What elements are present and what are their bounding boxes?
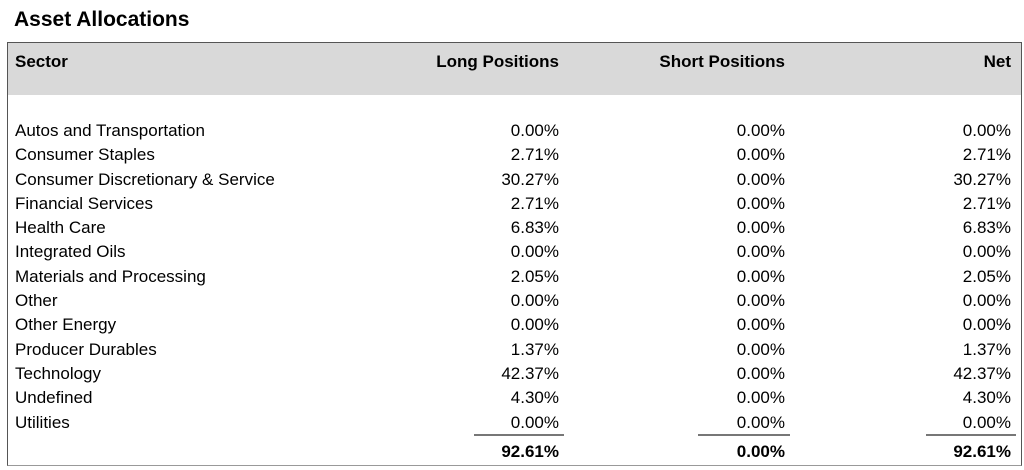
cell-net: 6.83% bbox=[962, 218, 1011, 238]
cell-long: 2.05% bbox=[510, 266, 559, 286]
table-row: Technology 42.37% 0.00% 42.37% bbox=[8, 364, 1021, 388]
cell-net: 30.27% bbox=[953, 169, 1011, 189]
cell-net: 0.00% bbox=[962, 412, 1011, 432]
cell-net: 0.00% bbox=[962, 121, 1011, 140]
column-header-net: Net bbox=[983, 52, 1011, 71]
table-row: Producer Durables 1.37% 0.00% 1.37% bbox=[8, 340, 1021, 364]
column-header-long-positions: Long Positions bbox=[436, 52, 559, 71]
page-title: Asset Allocations bbox=[14, 8, 190, 31]
cell-sector: Financial Services bbox=[15, 193, 153, 213]
cell-net: 2.05% bbox=[962, 266, 1011, 286]
cell-short: 0.00% bbox=[736, 315, 785, 335]
table-row: Undefined 4.30% 0.00% 4.30% bbox=[8, 388, 1021, 412]
cell-short: 0.00% bbox=[736, 412, 785, 432]
cell-sector: Consumer Staples bbox=[15, 145, 155, 165]
column-header-sector: Sector bbox=[15, 52, 68, 71]
total-rule-short bbox=[698, 434, 790, 436]
table-body: Autos and Transportation 0.00% 0.00% 0.00% C… bbox=[8, 121, 1021, 437]
total-rule-long bbox=[474, 434, 564, 436]
cell-sector: Producer Durables bbox=[15, 339, 157, 359]
cell-sector: Undefined bbox=[15, 388, 93, 408]
cell-long: 42.37% bbox=[501, 363, 559, 383]
cell-sector: Utilities bbox=[15, 412, 70, 432]
cell-sector: Health Care bbox=[15, 218, 106, 238]
column-header-short-positions: Short Positions bbox=[659, 52, 785, 71]
cell-net: 42.37% bbox=[953, 363, 1011, 383]
cell-long: 0.00% bbox=[510, 242, 559, 262]
cell-net: 0.00% bbox=[962, 315, 1011, 335]
cell-short: 0.00% bbox=[736, 242, 785, 262]
cell-net: 0.00% bbox=[962, 242, 1011, 262]
total-net: 92.61% bbox=[953, 442, 1011, 461]
cell-short: 0.00% bbox=[736, 291, 785, 311]
cell-short: 0.00% bbox=[736, 145, 785, 165]
cell-sector: Consumer Discretionary & Service bbox=[15, 169, 275, 189]
table-row: Other 0.00% 0.00% 0.00% bbox=[8, 291, 1021, 315]
table-row: Consumer Staples 2.71% 0.00% 2.71% bbox=[8, 145, 1021, 169]
cell-short: 0.00% bbox=[736, 193, 785, 213]
cell-sector: Autos and Transportation bbox=[15, 121, 205, 140]
cell-short: 0.00% bbox=[736, 266, 785, 286]
total-long: 92.61% bbox=[501, 442, 559, 461]
table-row: Utilities 0.00% 0.00% 0.00% bbox=[8, 413, 1021, 437]
cell-net: 1.37% bbox=[962, 339, 1011, 359]
cell-short: 0.00% bbox=[736, 121, 785, 140]
cell-short: 0.00% bbox=[736, 339, 785, 359]
cell-net: 0.00% bbox=[962, 291, 1011, 311]
cell-long: 6.83% bbox=[510, 218, 559, 238]
table-row: Consumer Discretionary & Service 30.27% 0.… bbox=[8, 170, 1021, 194]
total-rule-net bbox=[926, 434, 1016, 436]
total-short: 0.00% bbox=[736, 442, 785, 461]
cell-short: 0.00% bbox=[736, 388, 785, 408]
cell-net: 2.71% bbox=[962, 145, 1011, 165]
cell-net: 2.71% bbox=[962, 193, 1011, 213]
cell-sector: Technology bbox=[15, 363, 102, 383]
cell-long: 0.00% bbox=[510, 412, 559, 432]
table-row: Other Energy 0.00% 0.00% 0.00% bbox=[8, 315, 1021, 339]
cell-long: 2.71% bbox=[510, 145, 559, 165]
cell-long: 2.71% bbox=[510, 193, 559, 213]
table-row: Integrated Oils 0.00% 0.00% 0.00% bbox=[8, 242, 1021, 266]
table-row: Health Care 6.83% 0.00% 6.83% bbox=[8, 218, 1021, 242]
cell-short: 0.00% bbox=[736, 218, 785, 238]
cell-long: 1.37% bbox=[510, 339, 559, 359]
allocations-table: Sector Long Positions Short Positions Ne… bbox=[7, 42, 1022, 466]
cell-sector: Other bbox=[15, 291, 58, 311]
cell-sector: Integrated Oils bbox=[15, 242, 126, 262]
cell-long: 30.27% bbox=[501, 169, 559, 189]
cell-short: 0.00% bbox=[736, 363, 785, 383]
table-row: Financial Services 2.71% 0.00% 2.71% bbox=[8, 194, 1021, 218]
cell-long: 0.00% bbox=[510, 315, 559, 335]
table-header: Sector Long Positions Short Positions Ne… bbox=[8, 43, 1021, 95]
cell-sector: Other Energy bbox=[15, 315, 117, 335]
cell-short: 0.00% bbox=[736, 169, 785, 189]
table-row: Materials and Processing 2.05% 0.00% 2.05% bbox=[8, 267, 1021, 291]
cell-long: 0.00% bbox=[510, 121, 559, 140]
table-row: Autos and Transportation 0.00% 0.00% 0.00% bbox=[8, 121, 1021, 145]
cell-sector: Materials and Processing bbox=[15, 266, 206, 286]
cell-net: 4.30% bbox=[962, 388, 1011, 408]
cell-long: 0.00% bbox=[510, 291, 559, 311]
cell-long: 4.30% bbox=[510, 388, 559, 408]
